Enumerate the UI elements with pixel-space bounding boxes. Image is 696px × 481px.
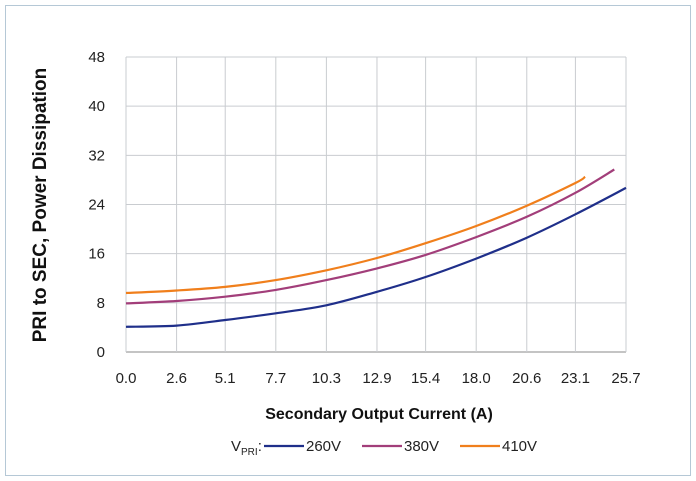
legend: VPRI: 260V 380V 410V (231, 438, 537, 458)
legend-label-410V: 410V (502, 438, 537, 455)
legend-prefix: VPRI: (231, 438, 262, 458)
x-tick-label: 18.0 (462, 370, 491, 387)
legend-prefix-main: V (231, 438, 241, 455)
x-tick-label: 20.6 (512, 370, 541, 387)
series-line-380V (125, 168, 615, 305)
x-tick-label: 23.1 (561, 370, 590, 387)
x-tick-label: 10.3 (312, 370, 341, 387)
y-tick-label: 0 (97, 344, 105, 361)
x-tick-labels: 0.0 2.6 5.1 7.7 10.3 12.9 15.4 18.0 20.6 23.1 25.7 (116, 370, 641, 387)
y-tick-label: 40 (88, 98, 105, 115)
chart-frame (5, 5, 691, 476)
x-axis-label: Secondary Output Current (A) (265, 406, 493, 423)
y-tick-label: 16 (88, 246, 105, 263)
legend-label-260V: 260V (306, 438, 341, 455)
x-tick-label: 7.7 (265, 370, 286, 387)
series-lines (125, 168, 627, 328)
x-tick-label: 25.7 (611, 370, 640, 387)
x-tick-label: 0.0 (116, 370, 137, 387)
x-tick-label: 15.4 (411, 370, 440, 387)
y-tick-label: 32 (88, 147, 105, 164)
series-line-260V (125, 186, 627, 328)
x-tick-label: 2.6 (166, 370, 187, 387)
grid (125, 56, 627, 353)
y-tick-label: 8 (97, 295, 105, 312)
legend-items: 260V 380V 410V (264, 438, 537, 455)
legend-label-380V: 380V (404, 438, 439, 455)
y-tick-labels: 0 8 16 24 32 40 48 (88, 49, 105, 361)
legend-prefix-subscript: PRI (241, 447, 258, 458)
x-tick-label: 12.9 (362, 370, 391, 387)
legend-prefix-colon: : (258, 438, 262, 455)
y-axis-label: PRI to SEC, Power Dissipation (30, 68, 51, 343)
y-tick-label: 24 (88, 197, 105, 214)
x-tick-label: 5.1 (215, 370, 236, 387)
series-line-410V (125, 175, 586, 295)
y-tick-label: 48 (88, 49, 105, 66)
